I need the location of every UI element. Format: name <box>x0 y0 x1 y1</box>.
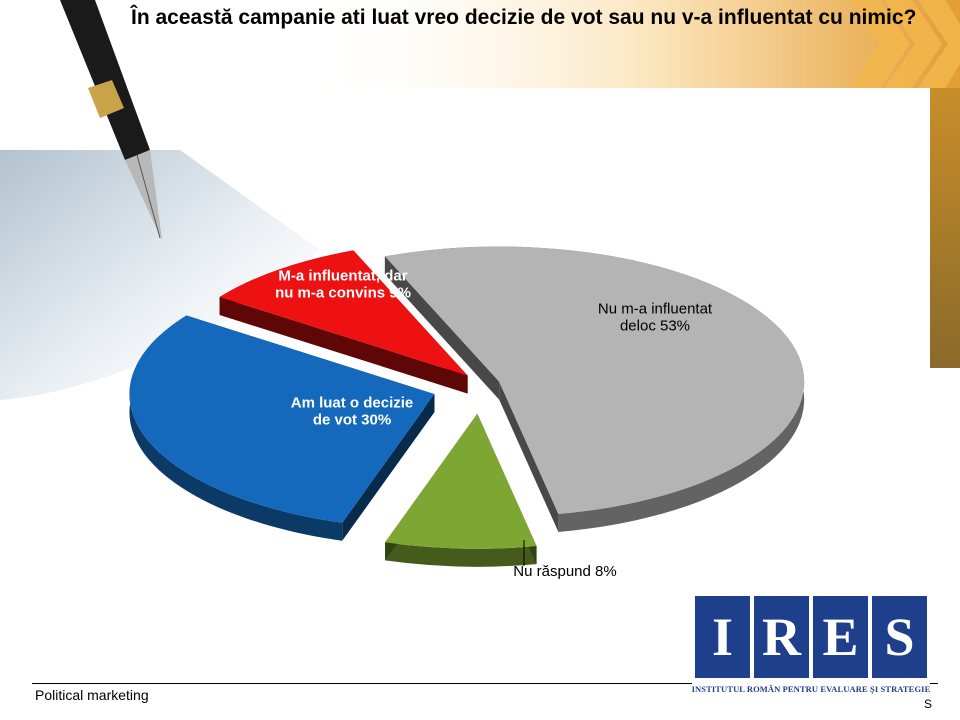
paper-sheet <box>0 150 320 400</box>
pie-slice-face-nu-m-a-influentat-deloc-1 <box>499 381 559 533</box>
fountain-pen-icon <box>60 0 162 240</box>
pie-label-nu-răspund: Nu răspund 8% <box>513 563 616 580</box>
pie-label-nu-m-a-influentat-deloc: Nu m-a influentat deloc 53% <box>598 301 713 335</box>
logo-caption: INSTITUTUL ROMÂN PENTRU EVALUARE ȘI STRA… <box>691 684 931 694</box>
logo-letter-s: S <box>872 596 927 678</box>
pie-slice-face-m-a-influentat-dar-nu-m-a-convins-0 <box>219 296 468 394</box>
slide-title: În această campanie ati luat vreo decizi… <box>131 6 917 29</box>
ires-logo: I R E S INSTITUTUL ROMÂN PENTRU EVALUARE… <box>691 596 931 700</box>
logo-letter-r: R <box>754 596 809 678</box>
pie-slice-face-am-luat-o-decizie-de-vot-0 <box>342 394 435 541</box>
pie-label-am-luat-o-decizie-de-vot: Am luat o decizie de vot 30% <box>291 395 414 429</box>
footer-divider-tail <box>930 683 938 684</box>
pie-slice-side-am-luat-o-decizie-de-vot <box>129 315 343 541</box>
pie-slice-face-nu-m-a-influentat-deloc-0 <box>384 256 500 400</box>
pie-slice-nu-răspund <box>385 413 537 549</box>
footer-text: Political marketing <box>35 687 149 703</box>
footer-right-text: S <box>924 697 933 711</box>
pie-slice-side-nu-răspund <box>385 542 537 567</box>
pie-slice-nu-m-a-influentat-deloc <box>384 246 805 515</box>
right-edge-band <box>930 88 960 368</box>
chevron-arrows <box>850 0 960 88</box>
pie-slice-am-luat-o-decizie-de-vot <box>129 315 435 523</box>
footer-divider <box>32 683 692 684</box>
pie-labels: Nu m-a influentat deloc 53% Nu răspund 8% A… <box>275 268 713 581</box>
pie-label-m-a-influentat-dar-nu-m-a-convins: M-a influentat, dar nu m-a convins 9% <box>275 268 411 302</box>
header-banner <box>300 0 960 88</box>
logo-letter-e: E <box>813 596 868 678</box>
logo-letter-i: I <box>695 596 750 678</box>
pie-tops <box>129 246 805 549</box>
pie-slice-m-a-influentat-dar-nu-m-a-convins <box>219 250 468 376</box>
